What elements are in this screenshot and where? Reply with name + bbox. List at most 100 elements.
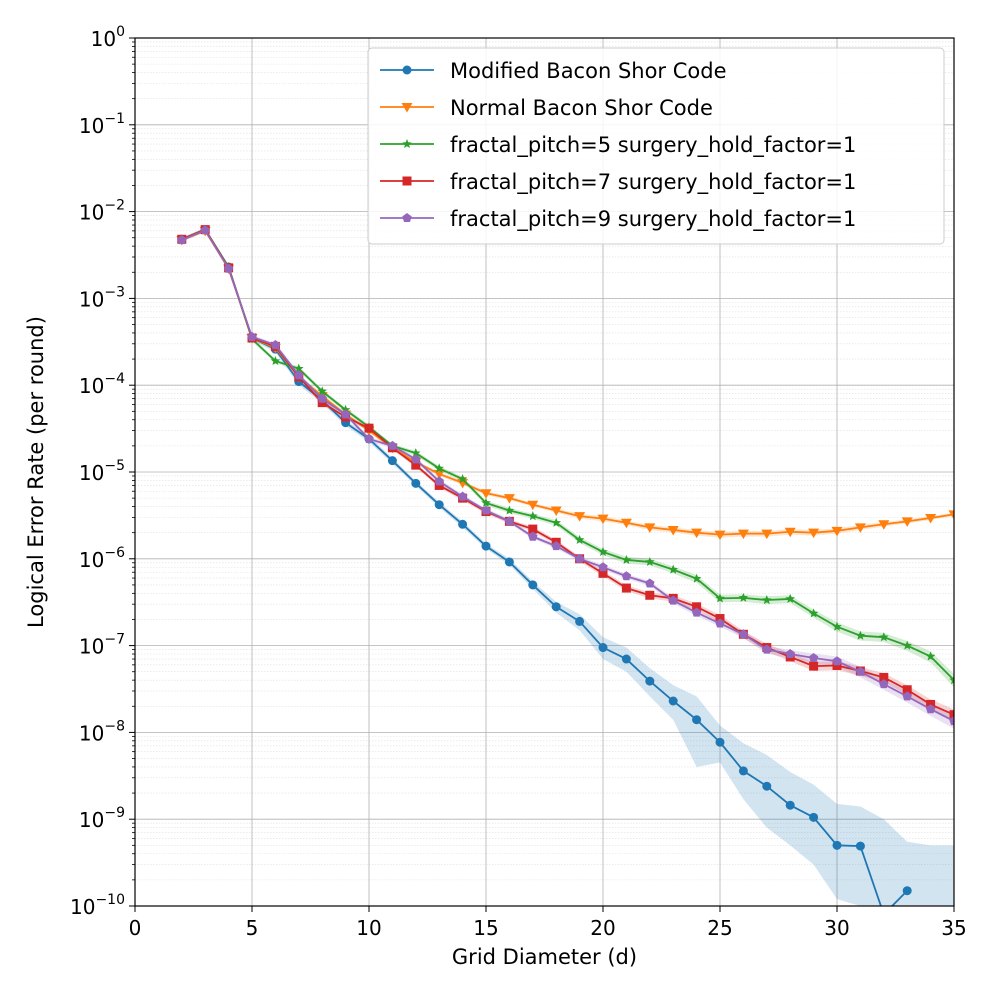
- data-point-series-2: [620, 518, 632, 529]
- data-point-series-3: [340, 404, 351, 414]
- data-point-series-4: [692, 602, 702, 612]
- x-tick-label: 30: [824, 916, 849, 940]
- legend-label: fractal_pitch=9 surgery_hold_factor=1: [450, 207, 856, 232]
- data-point-series-3: [808, 608, 819, 618]
- data-point-series-2: [574, 512, 586, 522]
- data-point-series-3: [481, 497, 491, 507]
- data-point-series-1: [902, 886, 912, 896]
- data-point-series-5: [808, 652, 819, 663]
- band-series-3: [181, 227, 954, 688]
- data-point-series-3: [621, 554, 632, 564]
- legend-entry-2: Normal Bacon Shor Code: [380, 96, 713, 120]
- data-point-series-1: [855, 841, 865, 851]
- series-lines: [176, 224, 954, 906]
- y-tick-label: 10−7: [79, 632, 125, 659]
- data-point-series-1: [528, 580, 538, 590]
- y-tick-label: 10−3: [79, 284, 125, 311]
- data-point-series-1: [481, 541, 491, 551]
- legend: Modified Bacon Shor Code Normal Bacon Sho…: [367, 47, 945, 245]
- data-point-series-3: [504, 505, 515, 515]
- data-point-series-2: [808, 528, 820, 539]
- data-point-series-3: [574, 534, 585, 544]
- data-point-series-1: [738, 766, 748, 776]
- data-point-series-3: [902, 640, 912, 650]
- legend-marker: [402, 213, 412, 223]
- data-point-series-5: [457, 491, 468, 501]
- data-point-series-3: [411, 448, 421, 458]
- data-point-series-4: [645, 590, 655, 600]
- x-tick-label: 20: [590, 916, 615, 940]
- data-point-series-5: [364, 434, 374, 444]
- data-point-series-3: [925, 651, 936, 661]
- data-point-series-1: [411, 478, 421, 488]
- data-point-series-5: [879, 679, 889, 689]
- data-point-series-5: [691, 607, 702, 617]
- y-tick-label: 10−5: [79, 458, 125, 485]
- legend-box: [367, 47, 945, 245]
- data-point-series-3: [762, 595, 772, 605]
- data-point-series-5: [925, 704, 936, 714]
- data-point-series-3: [434, 463, 444, 473]
- legend-label: fractal_pitch=5 surgery_hold_factor=1: [450, 133, 856, 158]
- data-point-series-2: [550, 506, 562, 517]
- data-point-series-4: [364, 423, 374, 433]
- legend-entry-4: fractal_pitch=7 surgery_hold_factor=1: [380, 170, 856, 195]
- data-point-series-3: [270, 356, 281, 366]
- data-point-series-5: [668, 595, 678, 605]
- data-point-series-2: [925, 514, 937, 524]
- x-tick-label: 35: [941, 916, 966, 940]
- data-point-series-3: [528, 511, 538, 521]
- x-tick-label: 5: [246, 916, 259, 940]
- data-point-series-5: [598, 562, 608, 572]
- data-point-series-3: [645, 556, 655, 566]
- data-point-series-1: [621, 654, 631, 664]
- data-point-series-5: [504, 516, 515, 526]
- data-point-series-3: [715, 593, 725, 603]
- data-point-series-1: [434, 500, 444, 510]
- data-point-series-1: [832, 840, 842, 850]
- data-point-series-5: [715, 618, 725, 628]
- data-point-series-1: [575, 616, 585, 626]
- data-point-series-5: [832, 656, 842, 666]
- data-point-series-4: [902, 685, 912, 695]
- legend-marker: [402, 65, 412, 75]
- data-point-series-4: [832, 660, 842, 670]
- data-point-series-5: [785, 649, 795, 659]
- data-point-series-2: [714, 530, 726, 541]
- data-point-series-3: [738, 592, 749, 602]
- data-point-series-1: [598, 643, 608, 653]
- data-point-series-2: [527, 500, 539, 511]
- data-point-series-1: [809, 812, 819, 822]
- data-point-series-3: [457, 474, 468, 484]
- data-point-series-4: [949, 710, 954, 720]
- band-series-5: [181, 228, 954, 729]
- data-point-series-4: [809, 661, 819, 671]
- axis-ticks: 0 5 10 15 20 25 30 35 10−10 10−9 10−8 10−7 10−6 10−5 1…: [70, 24, 967, 940]
- y-tick-label: 10−2: [79, 198, 125, 225]
- data-point-series-5: [434, 476, 444, 486]
- legend-marker: [402, 139, 412, 149]
- series-line-4: [181, 228, 954, 716]
- data-point-series-5: [317, 393, 327, 403]
- legend-label: fractal_pitch=7 surgery_hold_factor=1: [450, 170, 856, 195]
- data-point-series-2: [667, 525, 679, 536]
- data-point-series-3: [855, 630, 866, 640]
- legend-entry-1: Modified Bacon Shor Code: [380, 59, 727, 83]
- data-point-series-2: [737, 529, 749, 540]
- data-point-series-3: [317, 386, 327, 396]
- series-line-1: [181, 228, 908, 906]
- x-tick-label: 15: [473, 916, 498, 940]
- series-line-5: [181, 229, 954, 722]
- data-point-series-1: [785, 800, 795, 810]
- legend-entry-3: fractal_pitch=5 surgery_hold_factor=1: [380, 133, 856, 158]
- band-series-1: [181, 227, 954, 906]
- data-point-series-3: [294, 363, 304, 373]
- data-point-series-3: [949, 675, 954, 685]
- data-point-series-5: [270, 340, 281, 350]
- data-point-series-2: [761, 529, 773, 540]
- data-point-series-3: [551, 517, 561, 527]
- data-point-series-4: [598, 568, 608, 578]
- data-point-series-2: [503, 494, 515, 504]
- data-point-series-1: [668, 696, 678, 706]
- data-point-series-5: [340, 409, 351, 419]
